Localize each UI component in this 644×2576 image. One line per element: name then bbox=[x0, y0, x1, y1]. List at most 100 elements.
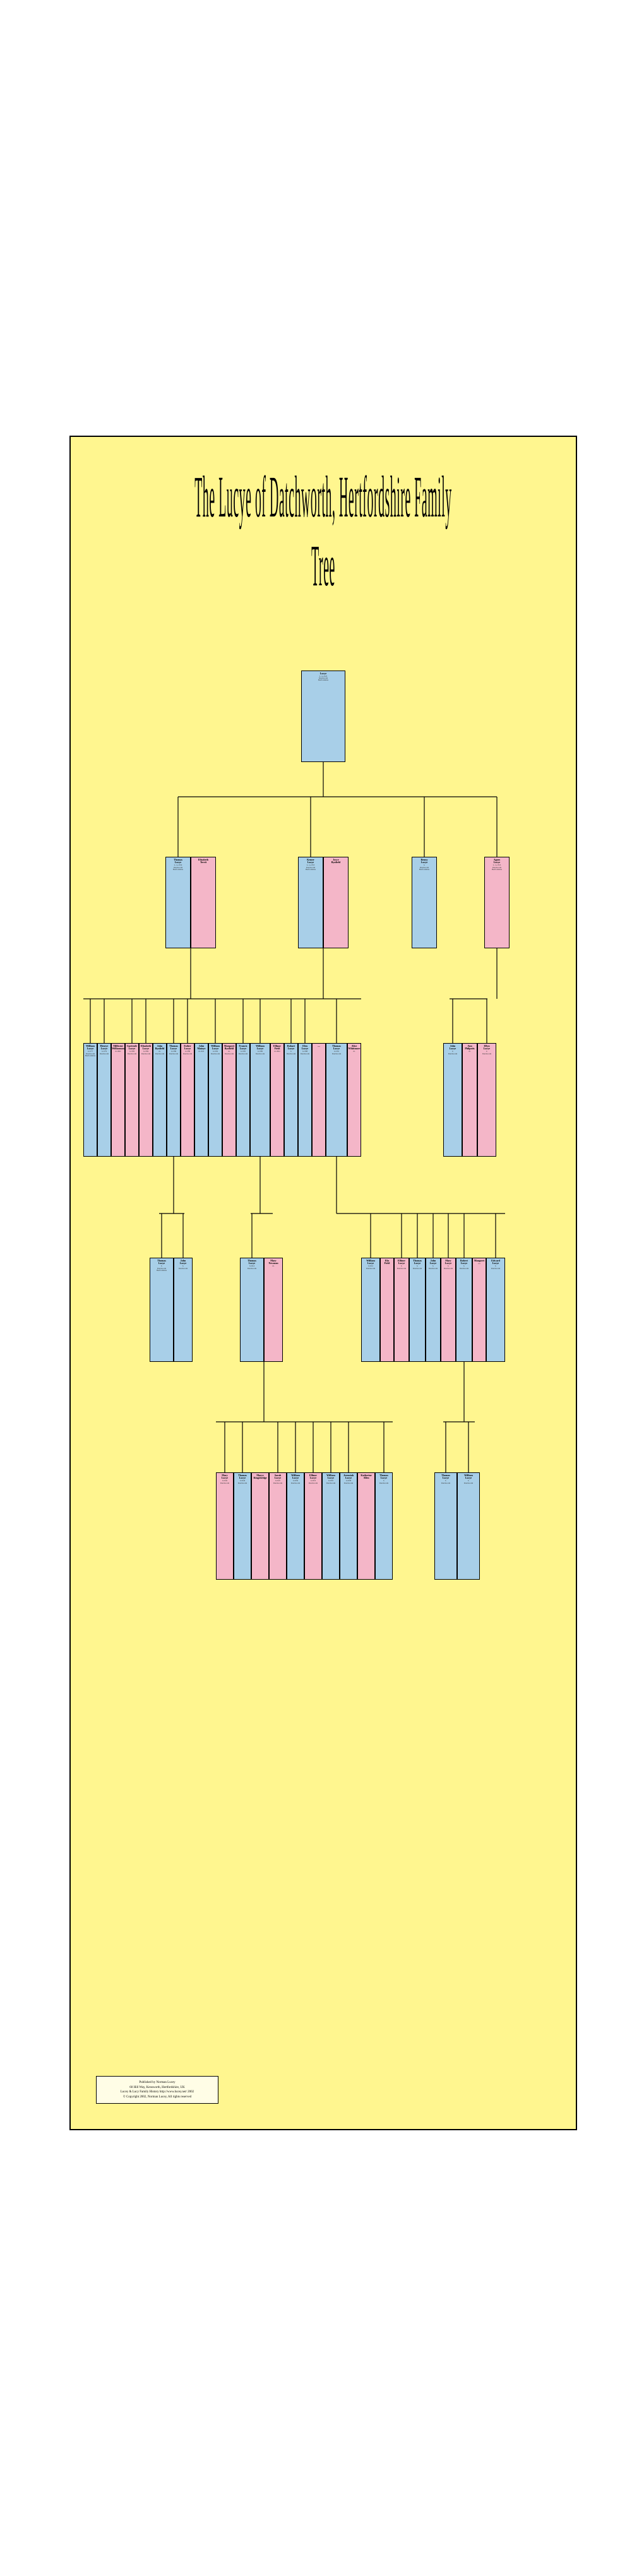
node-detail: m. bbox=[463, 1050, 477, 1053]
tree-node: Thomas Lucyeb. Datchworth bbox=[434, 1472, 457, 1580]
tree-node: Agnes Lucyeb. ca.1555 Datchworth Hertfor… bbox=[484, 857, 510, 948]
footer-box: Published by Norman Lucey 60 Hill Way, K… bbox=[96, 2076, 218, 2104]
node-name: Mary Newman bbox=[265, 1258, 282, 1265]
tree-node: Ann Philpottsm. bbox=[462, 1043, 477, 1157]
node-detail: b.1612 Datchworth bbox=[362, 1265, 379, 1270]
node-detail bbox=[473, 1265, 486, 1266]
tree-node: Joyce Bynfield bbox=[323, 857, 349, 948]
node-detail: b. Datchworth bbox=[426, 1265, 440, 1270]
tree-node: Elizabeth Territ bbox=[191, 857, 216, 948]
node-name: John Lucye bbox=[444, 1044, 462, 1050]
node-detail: b. Datchworth bbox=[444, 1050, 462, 1055]
node-name: Joyce Bynfield bbox=[324, 857, 348, 864]
page-title: The Lucye of Datchworth, Hertfordshire F… bbox=[184, 462, 462, 600]
tree-node: Thomas Lucyeb. Datchworth bbox=[375, 1472, 393, 1580]
node-name: Ann Philpotts bbox=[463, 1044, 477, 1050]
node-name: John Bynfield bbox=[153, 1044, 166, 1050]
tree-node: Ellinor Lucyeb.1653 Datchworth bbox=[304, 1472, 322, 1580]
node-name: Elizabeth Territ bbox=[191, 857, 215, 864]
node-detail: b. Datchworth bbox=[435, 1479, 456, 1484]
tree-node: Benny Lucyeb. Datchworth Hertfordshire bbox=[412, 857, 437, 948]
tree-node: Thomas Lucyeb.1614 Datchworth bbox=[240, 1258, 264, 1362]
tree-node: William Lucyeb.1592 Datchworth bbox=[208, 1043, 222, 1157]
node-detail: b.1577 Datchworth Hertfordshire bbox=[84, 1050, 97, 1057]
node-name: John Lucye bbox=[426, 1258, 440, 1265]
node-name: Kemer Lucye bbox=[299, 857, 323, 864]
node-detail bbox=[313, 1047, 325, 1049]
tree-node: Thomas Lucyeb.1591 Datchworth bbox=[326, 1043, 347, 1157]
tree-node: Kemer Lucyeb. ca.1555 Datchworth Hertfor… bbox=[298, 857, 323, 948]
node-detail: b.1579 Datchworth bbox=[98, 1050, 110, 1055]
node-detail bbox=[381, 1265, 393, 1266]
tree-node: Millicent Williamsonm.1602 bbox=[111, 1043, 125, 1157]
tree-node: John Lucyeb. Datchworth bbox=[174, 1258, 193, 1362]
node-detail: b. Datchworth bbox=[395, 1265, 408, 1270]
node-detail: m.1611 bbox=[195, 1050, 208, 1053]
node-name: Ellinor Lucye bbox=[305, 1473, 321, 1479]
node-name: Margaret Bynfield bbox=[223, 1044, 236, 1050]
tree-node: Lucyeb. ca.1525 Datchworth Hertfordshire bbox=[301, 671, 345, 762]
node-detail bbox=[324, 864, 348, 865]
node-name: Thomas Lucye bbox=[166, 857, 190, 864]
tree-node: Katherine Allen bbox=[357, 1472, 375, 1580]
tree-node: William Lucyeb.1580 Datchworth bbox=[250, 1043, 270, 1157]
page: The Lucye of Datchworth, Hertfordshire F… bbox=[0, 0, 644, 2576]
node-name: John Mainye bbox=[195, 1044, 208, 1050]
node-detail: b. Datchworth bbox=[441, 1265, 455, 1270]
node-name: Benny Lucye bbox=[412, 857, 436, 864]
node-detail: b. Datchworth Hertfordshire bbox=[412, 864, 436, 871]
node-detail: m. bbox=[265, 1265, 282, 1268]
node-name: Thomas Lucye bbox=[326, 1044, 347, 1050]
tree-node: Thomas Lucyeb. ca.1550 Datchworth Hertfo… bbox=[165, 857, 191, 948]
tree-node: Robart Lucyeb. Datchworth bbox=[284, 1043, 298, 1157]
node-name: William Lucye bbox=[209, 1044, 222, 1050]
tree-node: Jeremiah Lucyeb.1658 Datchworth bbox=[340, 1472, 357, 1580]
node-name: Jeremiah Lucye bbox=[340, 1473, 357, 1479]
node-detail: b. Datchworth bbox=[410, 1265, 425, 1270]
node-detail: b. Datchworth bbox=[456, 1265, 472, 1270]
node-detail: b.1653 Datchworth bbox=[305, 1479, 321, 1484]
tree-node: Eliz Field bbox=[380, 1258, 394, 1362]
tree-node: Margaret — bbox=[472, 1258, 486, 1362]
tree-node: William Lucyeb.1577 Datchworth Hertfords… bbox=[83, 1043, 97, 1157]
footer-line: 60 Hill Way, Kensworth, Hertfordshire, U… bbox=[100, 2085, 214, 2090]
tree-node: Mary Newmanm. bbox=[264, 1258, 283, 1362]
tree-node: William Lucyeb. Datchworth bbox=[457, 1472, 480, 1580]
node-detail: m.1602 bbox=[112, 1050, 124, 1053]
node-name: John Lucye bbox=[174, 1258, 192, 1265]
node-name: Thomas Lucye bbox=[241, 1258, 263, 1265]
node-name: Edward Lucye bbox=[487, 1258, 504, 1265]
node-name: Robert Lucye bbox=[456, 1258, 472, 1265]
node-name: Sarah Lucye bbox=[270, 1473, 286, 1479]
node-name: Elen Lucye bbox=[299, 1044, 311, 1050]
tree-node: John Bynfieldm. Datchworth bbox=[153, 1043, 167, 1157]
node-detail: b.1595 Datchworth bbox=[237, 1050, 249, 1055]
node-detail: b.1580 Datchworth bbox=[251, 1050, 270, 1055]
node-detail: b. ca.1550 Datchworth Hertfordshire bbox=[166, 864, 190, 871]
tree-node: Alice Whittmorem. bbox=[347, 1043, 361, 1157]
tree-node: Marye Kingsbridge bbox=[251, 1472, 269, 1580]
node-detail: b. ca.1555 Datchworth Hertfordshire bbox=[299, 864, 323, 871]
tree-node: Thomas Lucyeb.1644 Datchworth bbox=[234, 1472, 251, 1580]
tree-node: John Lucyeb. Datchworth bbox=[426, 1258, 441, 1362]
tree-node: Margaret Bynfieldm. Datchworth bbox=[222, 1043, 236, 1157]
node-name: Millicent Williamson bbox=[112, 1044, 124, 1050]
tree-canvas: The Lucye of Datchworth, Hertfordshire F… bbox=[69, 436, 577, 2130]
node-detail bbox=[252, 1479, 268, 1481]
tree-node: Ellyn Lucyeb. Datchworth bbox=[477, 1043, 496, 1157]
tree-node: William Lucyeb.1612 Datchworth bbox=[361, 1258, 380, 1362]
node-name: Marye Kingsbridge bbox=[252, 1473, 268, 1479]
node-name: William Lucye bbox=[323, 1473, 339, 1479]
node-detail: b. Datchworth bbox=[487, 1265, 504, 1270]
tree-node: Thomas Lucyeb. Datchworth Hertfordshire bbox=[150, 1258, 174, 1362]
node-detail: b. Datchworth bbox=[458, 1479, 479, 1484]
node-name: Thomas Lucye bbox=[435, 1473, 456, 1479]
tree-node: John Lucyeb. Datchworth bbox=[443, 1043, 462, 1157]
tree-node: William Lucyeb.1650 Datchworth bbox=[287, 1472, 304, 1580]
footer-line: © Copyright 2002, Norman Lucey, All righ… bbox=[100, 2095, 214, 2100]
footer-line: Published by Norman Lucey bbox=[100, 2080, 214, 2085]
tree-node: Sarah Lucyeb.1647 Datchworth bbox=[269, 1472, 287, 1580]
tree-node: Mary Lucyeb. Datchworth bbox=[441, 1258, 456, 1362]
node-detail: b.1644 Datchworth bbox=[234, 1479, 251, 1484]
node-name: Elizabeth Lucye bbox=[140, 1044, 152, 1050]
